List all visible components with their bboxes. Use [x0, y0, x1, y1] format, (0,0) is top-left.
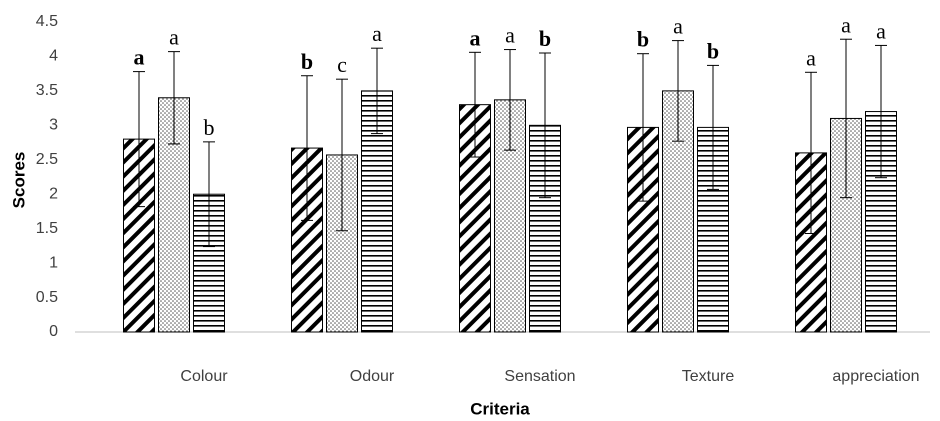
significance-letter: b	[204, 115, 215, 140]
significance-letter: b	[637, 27, 649, 52]
x-tick-label: Sensation	[504, 368, 575, 385]
y-tick-label: 2.5	[36, 151, 58, 168]
y-tick-label: 1.5	[36, 220, 58, 237]
x-tick-label: Colour	[180, 368, 228, 385]
x-tick-label: Texture	[682, 368, 735, 385]
y-tick-label: 2	[49, 185, 58, 202]
significance-letter: a	[841, 12, 851, 37]
significance-letter: a	[372, 21, 382, 46]
y-tick-label: 3.5	[36, 82, 58, 99]
significance-letter: a	[169, 25, 179, 50]
x-tick-label: appreciation	[832, 368, 919, 385]
significance-letter: a	[876, 18, 886, 43]
y-tick-label: 0	[49, 323, 58, 340]
y-axis-title: Scores	[9, 152, 28, 209]
y-tick-label: 0.5	[36, 289, 58, 306]
significance-letter: b	[301, 49, 313, 74]
significance-letter: a	[134, 45, 145, 70]
significance-letter: a	[673, 14, 683, 39]
significance-letter: c	[337, 52, 347, 77]
y-tick-label: 4.5	[36, 13, 58, 30]
y-tick-label: 1	[49, 254, 58, 271]
x-tick-label: Odour	[350, 368, 395, 385]
significance-letter: b	[707, 38, 719, 63]
significance-letter: a	[505, 23, 515, 48]
significance-letter: b	[539, 26, 551, 51]
significance-letter: a	[470, 25, 481, 50]
x-axis-title: Criteria	[470, 399, 530, 418]
significance-letter: a	[806, 45, 816, 70]
y-tick-label: 3	[49, 117, 58, 134]
y-tick-label: 4	[49, 48, 58, 65]
